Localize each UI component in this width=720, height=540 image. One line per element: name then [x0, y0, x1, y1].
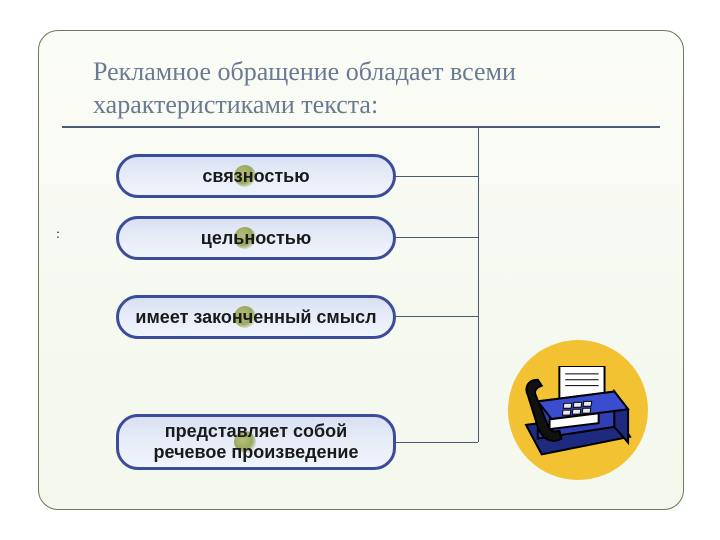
- tree-branch-3: [394, 316, 478, 317]
- node-label: цельностью: [201, 228, 311, 249]
- node-1: связностью: [116, 154, 396, 198]
- node-label: представляет собой речевое произведение: [129, 421, 383, 462]
- node-3: имеет законченный смысл: [116, 295, 396, 339]
- node-label: связностью: [202, 166, 309, 187]
- node-2: цельностью: [116, 216, 396, 260]
- slide: Рекламное обращение обладает всеми харак…: [0, 0, 720, 540]
- tree-branch-2: [394, 237, 478, 238]
- fax-svg: [520, 366, 638, 474]
- tree-branch-4: [394, 442, 478, 443]
- title-underline: [62, 126, 660, 128]
- tree-trunk: [478, 128, 479, 442]
- node-4: представляет собой речевое произведение: [116, 414, 396, 470]
- fax-icon: [508, 340, 648, 480]
- slide-title: Рекламное обращение обладает всеми харак…: [93, 56, 593, 121]
- node-label: имеет законченный смысл: [135, 307, 376, 328]
- stray-colon: :: [56, 227, 60, 243]
- tree-branch-1: [394, 176, 478, 177]
